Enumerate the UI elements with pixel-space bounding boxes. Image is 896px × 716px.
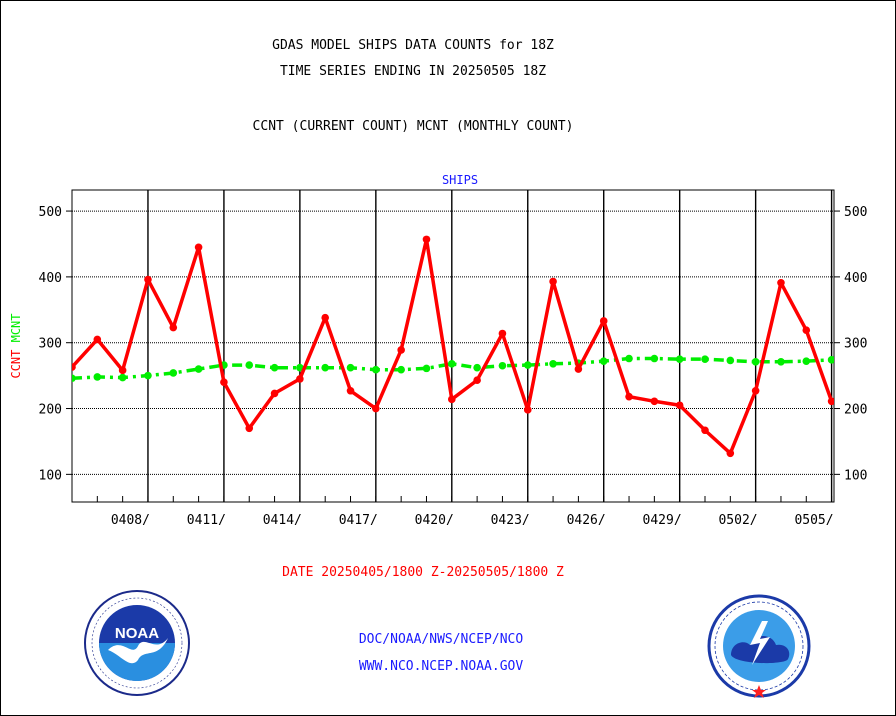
series-point-ccnt [72, 363, 76, 371]
series-point-ccnt [650, 397, 659, 406]
panel-title: SHIPS [442, 173, 478, 187]
series-point-mcnt [372, 365, 380, 374]
series-point-ccnt [625, 392, 633, 401]
series-point-mcnt [448, 359, 456, 368]
series-point-mcnt [726, 356, 735, 365]
series-point-mcnt [321, 363, 330, 372]
series-point-ccnt [498, 329, 507, 338]
noaa-logo: NOAA [82, 588, 192, 702]
y-tick-label-right: 300 [844, 337, 867, 352]
y-tick-label-left: 300 [39, 337, 62, 352]
y-tick-label-right: 500 [844, 205, 867, 220]
series-point-ccnt [397, 346, 405, 354]
series-point-ccnt [827, 397, 834, 406]
y-tick-label-right: 200 [844, 403, 867, 418]
x-tick-label: 0505/ [794, 513, 833, 528]
chart-subtitle: CCNT (CURRENT COUNT) MCNT (MONTHLY COUNT… [252, 119, 574, 134]
series-point-ccnt [118, 366, 127, 375]
series-point-ccnt [194, 243, 203, 252]
series-point-ccnt [270, 389, 279, 398]
series-point-ccnt [473, 376, 481, 385]
series-point-ccnt [220, 378, 228, 387]
series-point-ccnt [675, 401, 684, 410]
series-point-ccnt [346, 386, 355, 395]
series-point-mcnt [802, 357, 811, 365]
series-point-ccnt [93, 335, 102, 344]
date-range: DATE 20250405/1800 Z-20250505/1800 Z [282, 565, 564, 580]
y-tick-label-left: 400 [39, 271, 62, 286]
series-point-ccnt [726, 449, 735, 458]
series-point-mcnt [599, 357, 608, 365]
series-point-mcnt [751, 357, 760, 366]
series-point-ccnt [321, 313, 330, 322]
series-point-mcnt [523, 361, 532, 369]
y-axis-label-gap [9, 342, 23, 349]
series-point-mcnt [93, 373, 102, 381]
series-point-ccnt [549, 277, 557, 286]
series-point-ccnt [802, 326, 811, 335]
y-tick-label-left: 500 [39, 205, 62, 220]
nws-logo [706, 593, 812, 703]
series-point-mcnt [827, 356, 834, 364]
series-point-mcnt [169, 369, 178, 377]
series-point-mcnt [777, 357, 785, 366]
star-icon [752, 685, 766, 698]
series-point-ccnt [701, 426, 709, 435]
y-tick-label-right: 400 [844, 271, 867, 286]
series-point-ccnt [245, 424, 254, 433]
series-point-ccnt [448, 395, 456, 404]
x-tick-label: 0423/ [491, 513, 530, 528]
plot-border [71, 189, 835, 503]
series-point-mcnt [270, 363, 279, 372]
series-point-mcnt [498, 361, 507, 370]
y-tick-label-left: 200 [39, 403, 62, 418]
org-path-link[interactable]: DOC/NOAA/NWS/NCEP/NCO [358, 632, 524, 647]
series-point-mcnt [625, 354, 633, 363]
x-tick-label: 0429/ [643, 513, 682, 528]
series-point-mcnt [701, 355, 709, 363]
series-point-mcnt [549, 359, 557, 368]
series-point-mcnt [296, 363, 304, 372]
y-tick-label-right: 100 [844, 468, 867, 483]
x-tick-label: 0408/ [111, 513, 150, 528]
series-point-ccnt [372, 404, 380, 413]
series-point-mcnt [397, 365, 405, 374]
x-tick-label: 0414/ [263, 513, 302, 528]
series-point-mcnt [346, 363, 355, 372]
x-tick-label: 0426/ [567, 513, 606, 528]
series-point-mcnt [118, 373, 127, 382]
y-axis-label-mcnt: MCNT [9, 313, 23, 342]
series-point-mcnt [245, 361, 254, 369]
y-tick-label-left: 100 [39, 468, 62, 483]
series-point-mcnt [650, 354, 659, 363]
x-tick-label: 0411/ [187, 513, 226, 528]
series-point-mcnt [194, 365, 203, 373]
series-point-ccnt [296, 375, 304, 383]
series-point-mcnt [422, 364, 431, 373]
chart-title-line2: TIME SERIES ENDING IN 20250505 18Z [279, 64, 547, 79]
series-point-ccnt [422, 235, 431, 244]
series-point-mcnt [72, 374, 76, 383]
series-point-ccnt [169, 323, 178, 332]
x-tick-label: 0502/ [718, 513, 757, 528]
series-point-ccnt [574, 365, 583, 373]
series-point-ccnt [777, 279, 785, 287]
series-point-mcnt [473, 363, 481, 372]
series-point-ccnt [599, 317, 608, 325]
series-point-mcnt [675, 355, 684, 363]
y-axis-label-ccnt: CCNT [9, 350, 23, 379]
x-tick-label: 0420/ [415, 513, 454, 528]
series-point-ccnt [523, 406, 532, 414]
chart-title-line1: GDAS MODEL SHIPS DATA COUNTS for 18Z [272, 38, 554, 53]
series-point-ccnt [144, 275, 152, 284]
noaa-logo-text: NOAA [115, 625, 159, 642]
series-point-ccnt [751, 386, 760, 395]
series-point-mcnt [144, 371, 152, 380]
y-axis-label: CCNT MCNT [9, 313, 23, 378]
website-link[interactable]: WWW.NCO.NCEP.NOAA.GOV [358, 659, 524, 674]
x-tick-label: 0417/ [339, 513, 378, 528]
